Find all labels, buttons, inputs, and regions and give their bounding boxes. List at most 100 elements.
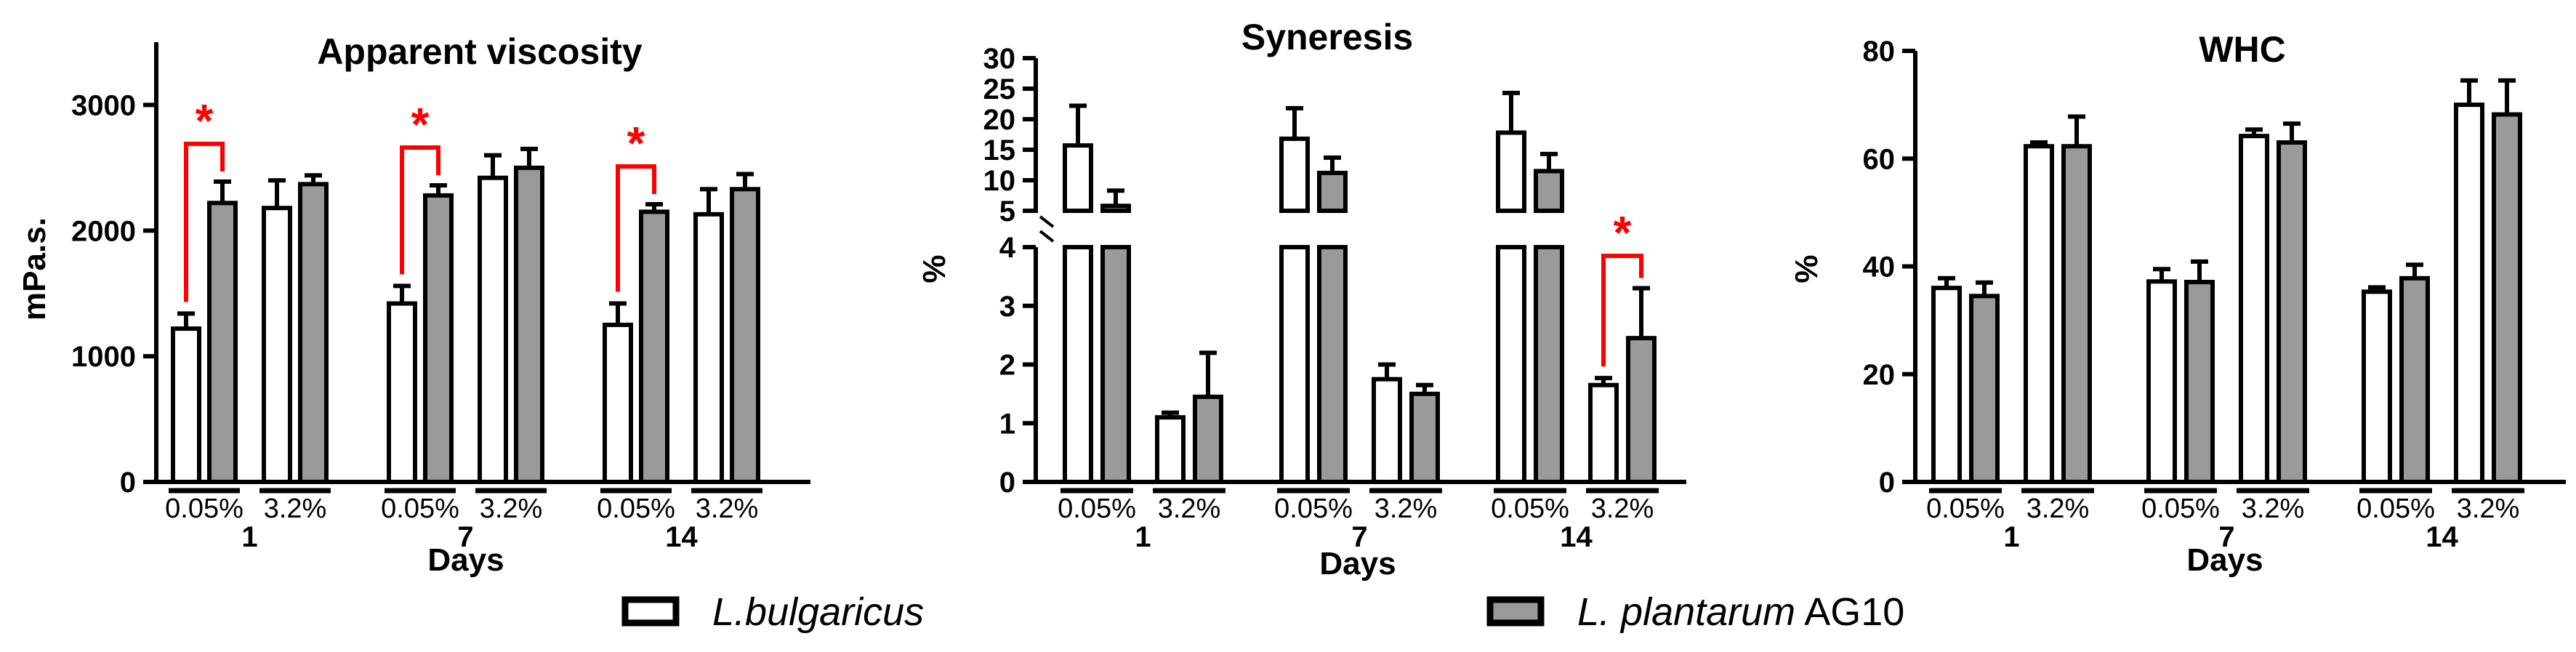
bar-plantarum [1193, 394, 1223, 484]
bar-bulgaricus-lower [1063, 245, 1093, 484]
concentration-label: 0.05% [165, 494, 243, 524]
bar-bulgaricus [478, 175, 508, 485]
bar-plantarum [207, 201, 238, 484]
concentration-label: 3.2% [1158, 494, 1221, 524]
concentration-label: 3.2% [2242, 494, 2305, 524]
significance-2-bracket [400, 145, 440, 275]
bar-bulgaricus [2024, 144, 2054, 484]
bar-bulgaricus [171, 326, 201, 484]
bar-plantarum-upper [1317, 170, 1348, 213]
bar-plantarum-lower [1317, 245, 1348, 484]
x-axis-label: Days [2186, 542, 2263, 578]
bar-plantarum [1969, 294, 2000, 484]
y-tick-label: 40 [1863, 251, 1896, 283]
bar-plantarum [423, 193, 454, 484]
y-tick-label: 15 [983, 134, 1016, 166]
significance-1-star: * [1614, 206, 1632, 259]
bar-bulgaricus [2239, 134, 2269, 484]
bar-plantarum [1409, 391, 1440, 484]
y-tick-label: 25 [983, 73, 1016, 105]
legend-label-species: L.bulgaricus [712, 590, 924, 634]
day-label: 1 [2003, 521, 2019, 553]
axis-break-mark [1039, 230, 1055, 243]
y-tick-label: 3 [999, 291, 1015, 323]
bar-plantarum-upper [1100, 204, 1131, 213]
concentration-label: 3.2% [696, 494, 759, 524]
bar-bulgaricus [693, 212, 724, 484]
legend-label-species: L. plantarum [1577, 590, 1795, 634]
bar-bulgaricus-upper [1496, 130, 1526, 213]
day-label: 14 [665, 521, 698, 553]
day-label: 1 [1135, 521, 1151, 553]
concentration-label: 0.05% [1926, 494, 2005, 524]
bar-bulgaricus [2146, 279, 2177, 484]
legend-label-2: L. plantarum AG10 [1577, 590, 1904, 634]
concentration-label: 3.2% [2026, 494, 2090, 524]
bar-plantarum [730, 187, 760, 484]
significance-1-star: * [196, 94, 214, 147]
bar-bulgaricus [2362, 289, 2392, 484]
concentration-label: 0.05% [1058, 494, 1136, 524]
bar-plantarum-upper [1534, 169, 1564, 213]
bar-bulgaricus [387, 301, 417, 484]
y-tick-label: 60 [1863, 143, 1896, 175]
bar-bulgaricus [1588, 382, 1619, 485]
bar-plantarum [2184, 279, 2215, 484]
bar-plantarum [2061, 144, 2092, 484]
y-tick-label: 30 [983, 43, 1016, 75]
y-tick-label: 5 [999, 196, 1015, 228]
legend-swatch-2 [1486, 596, 1545, 627]
chart-title: WHC [2199, 29, 2285, 70]
significance-3-bracket [616, 164, 656, 292]
y-tick-label: 0 [120, 467, 136, 499]
y-tick-label: 1000 [71, 341, 136, 373]
bar-bulgaricus [2454, 102, 2484, 484]
bar-plantarum [2399, 275, 2430, 484]
day-label: 14 [1560, 521, 1593, 553]
y-tick-label: 20 [1863, 359, 1896, 391]
y-tick-label: 80 [1863, 36, 1896, 68]
legend-label-strain: AG10 [1795, 590, 1904, 634]
y-tick-label: 0 [1879, 467, 1895, 499]
y-tick-label: 2000 [71, 215, 136, 247]
bar-bulgaricus [262, 206, 292, 484]
concentration-label: 0.05% [1491, 494, 1569, 524]
concentration-label: 3.2% [1374, 494, 1438, 524]
y-tick-label: 0 [999, 467, 1015, 499]
y-tick-label: 10 [983, 165, 1016, 197]
chart-title: Syneresis [1241, 17, 1413, 57]
significance-1-bracket [1601, 254, 1643, 367]
axis-break-mark [1039, 215, 1055, 228]
day-label: 7 [1351, 521, 1367, 553]
x-axis-label: Days [1319, 546, 1396, 581]
concentration-label: 0.05% [2356, 494, 2435, 524]
significance-1-bracket [184, 141, 225, 302]
viscosity-chart: Apparent viscosity 0 1000 2000 3000 mPa.s. 0.0… [17, 31, 810, 578]
bar-plantarum-lower [1100, 245, 1131, 484]
day-label: 14 [2426, 521, 2458, 553]
significance-3-star: * [627, 117, 645, 169]
bar-plantarum [2277, 140, 2307, 484]
concentration-label: 0.05% [2141, 494, 2220, 524]
concentration-label: 3.2% [1591, 494, 1654, 524]
bar-bulgaricus [1931, 286, 1962, 484]
concentration-label: 3.2% [264, 494, 327, 524]
y-axis-label: % [917, 254, 952, 283]
y-axis-label: mPa.s. [17, 217, 52, 321]
bar-plantarum [514, 165, 544, 484]
day-label: 7 [457, 521, 473, 553]
legend: L.bulgaricus L. plantarum AG10 [621, 590, 1904, 634]
y-tick-label: 1 [999, 408, 1015, 440]
bar-bulgaricus-upper [1063, 143, 1093, 213]
chart-title: Apparent viscosity [317, 31, 643, 72]
x-axis-label: Days [427, 542, 504, 578]
bar-bulgaricus-lower [1279, 245, 1310, 484]
legend-swatch-1 [621, 596, 680, 627]
concentration-label: 3.2% [480, 494, 543, 524]
y-tick-label: 20 [983, 104, 1016, 136]
concentration-label: 0.05% [1274, 494, 1353, 524]
bar-bulgaricus [603, 322, 633, 484]
y-tick-label: 4 [999, 232, 1016, 264]
